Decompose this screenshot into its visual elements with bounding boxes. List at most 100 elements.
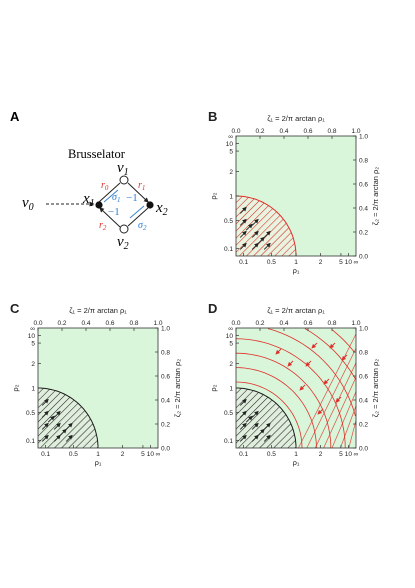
flow-ray-1	[306, 348, 357, 449]
flow-arrow-red-8	[287, 360, 294, 367]
flow-arrow-4	[53, 422, 61, 430]
right-tick-label: 0.6	[359, 182, 368, 189]
flow-arrow-9	[245, 223, 253, 231]
flow-arrow-5	[263, 422, 271, 430]
flow-line-4	[267, 328, 356, 417]
flow-arrow-10	[257, 428, 265, 436]
right-tick-label: 0.0	[161, 446, 170, 453]
top-tick-label: 0.8	[327, 320, 336, 327]
top-tick-label: 0.4	[279, 128, 288, 135]
right-tick-label: 0.8	[359, 350, 368, 357]
bottom-axis-label: ρ₁	[293, 266, 300, 275]
flow-arrow-7	[53, 410, 61, 418]
left-tick-label: ∞	[228, 326, 233, 333]
node-x2	[146, 201, 154, 209]
panel-a: A Brusselator v0 v1 v2 x1 x2 r0 r1 r2 σ1…	[10, 109, 168, 252]
flow-ray-3	[323, 377, 357, 449]
left-tick-label: 10	[28, 333, 36, 340]
edge-label-minus-one-b: −1	[108, 206, 120, 218]
node-x1-label: x1	[82, 191, 95, 209]
bottom-tick-label: 1	[294, 259, 298, 266]
flow-ray-5	[340, 405, 357, 449]
flow-arrow-4	[251, 422, 259, 430]
right-axis-label: ζ₂ = 2/π arctan ρ₂	[173, 359, 182, 417]
boundary-curve	[38, 387, 99, 448]
left-tick-label: ∞	[30, 326, 35, 333]
right-tick-label: 0.4	[161, 398, 170, 405]
bottom-tick-label: 0.5	[69, 451, 78, 458]
left-tick-label: 2	[229, 169, 233, 176]
top-tick-label: 0.2	[255, 128, 264, 135]
flow-arrow-2	[65, 434, 73, 442]
top-tick-label: 0.6	[303, 128, 312, 135]
flow-arrow-7	[251, 410, 259, 418]
left-tick-label: 0.5	[26, 410, 35, 417]
flow-arrow-8	[41, 398, 49, 406]
flow-line-5	[304, 328, 356, 380]
top-axis-label: ζ₁ = 2/π arctan ρ₁	[267, 306, 325, 315]
flow-arrow-red-2	[335, 396, 342, 403]
left-tick-label: 2	[229, 361, 233, 368]
right-tick-label: 0.8	[161, 350, 170, 357]
edge-x1-x2-inner-a	[103, 189, 119, 203]
flow-arrow-0	[239, 434, 247, 442]
flow-line-0	[235, 381, 303, 449]
right-tick-label: 0.6	[359, 374, 368, 381]
panel-a-title: Brusselator	[68, 147, 126, 161]
left-axis-label: ρ₂	[209, 384, 218, 391]
bottom-tick-label: 0.1	[239, 451, 248, 458]
bottom-tick-label: 1	[294, 451, 298, 458]
panel-letter-c: C	[10, 301, 20, 316]
bottom-tick-label: 5	[141, 451, 145, 458]
edge-x2-v2	[127, 207, 149, 227]
bottom-tick-label: 0.5	[267, 451, 276, 458]
right-tick-label: 0.2	[359, 422, 368, 429]
bottom-tick-label: 0.1	[239, 259, 248, 266]
left-axis-label: ρ₂	[11, 384, 20, 391]
bottom-tick-label: 1	[96, 451, 100, 458]
boundary-curve	[236, 195, 297, 256]
flow-arrow-red-0	[305, 360, 312, 367]
left-tick-label: ∞	[228, 134, 233, 141]
edge-label-r2: r2	[99, 220, 107, 232]
flow-line-2	[235, 352, 332, 449]
flow-arrow-0	[239, 242, 247, 250]
flow-arrow-red-4	[341, 354, 348, 361]
bottom-tick-label: ∞	[354, 259, 359, 266]
flow-ray-6	[348, 420, 357, 449]
flow-arrow-5	[65, 422, 73, 430]
bottom-tick-label: ∞	[156, 451, 161, 458]
panel-c: C 0.0 0.2 0.4 0.6 0.8 1.0 0.0 0.2 0.4 0.6 0.8 1.0 0.1…	[10, 301, 182, 467]
top-tick-label: 0.6	[105, 320, 114, 327]
node-x1	[95, 201, 103, 209]
flow-arrow-3	[239, 422, 247, 430]
left-tick-label: 5	[229, 149, 233, 156]
left-tick-label: 0.1	[26, 438, 35, 445]
right-tick-label: 0.0	[359, 254, 368, 261]
top-tick-label: 1.0	[351, 320, 360, 327]
edge-label-sigma2: σ2	[138, 220, 147, 232]
top-tick-label: 0.4	[279, 320, 288, 327]
left-tick-label: 5	[229, 341, 233, 348]
bottom-tick-label: 2	[319, 259, 323, 266]
node-x2-label: x2	[155, 200, 168, 218]
flow-arrow-6	[239, 218, 247, 226]
flow-arrow-6	[239, 410, 247, 418]
flow-arrow-red-7	[329, 342, 336, 349]
panel-d: D 0.0 0.2 0.4 0.6 0.8 1.0 0.0 0.2 0.4 0.6 0.8 1.0 0.1…	[208, 301, 380, 467]
top-axis-label: ζ₁ = 2/π arctan ρ₁	[267, 114, 325, 123]
bottom-tick-label: 10	[345, 451, 353, 458]
flow-arrow-1	[251, 242, 259, 250]
top-tick-label: 0.2	[255, 320, 264, 327]
bottom-tick-label: 0.1	[41, 451, 50, 458]
flow-arrow-8	[239, 206, 247, 214]
bottom-tick-label: ∞	[354, 451, 359, 458]
right-tick-label: 0.6	[161, 374, 170, 381]
left-tick-label: 2	[31, 361, 35, 368]
flow-arrow-1	[53, 434, 61, 442]
bottom-tick-label: 10	[147, 451, 155, 458]
flow-ray-4	[331, 391, 357, 449]
top-tick-label: 0.0	[231, 320, 240, 327]
flow-arrow-10	[59, 428, 67, 436]
bottom-tick-label: 2	[121, 451, 125, 458]
